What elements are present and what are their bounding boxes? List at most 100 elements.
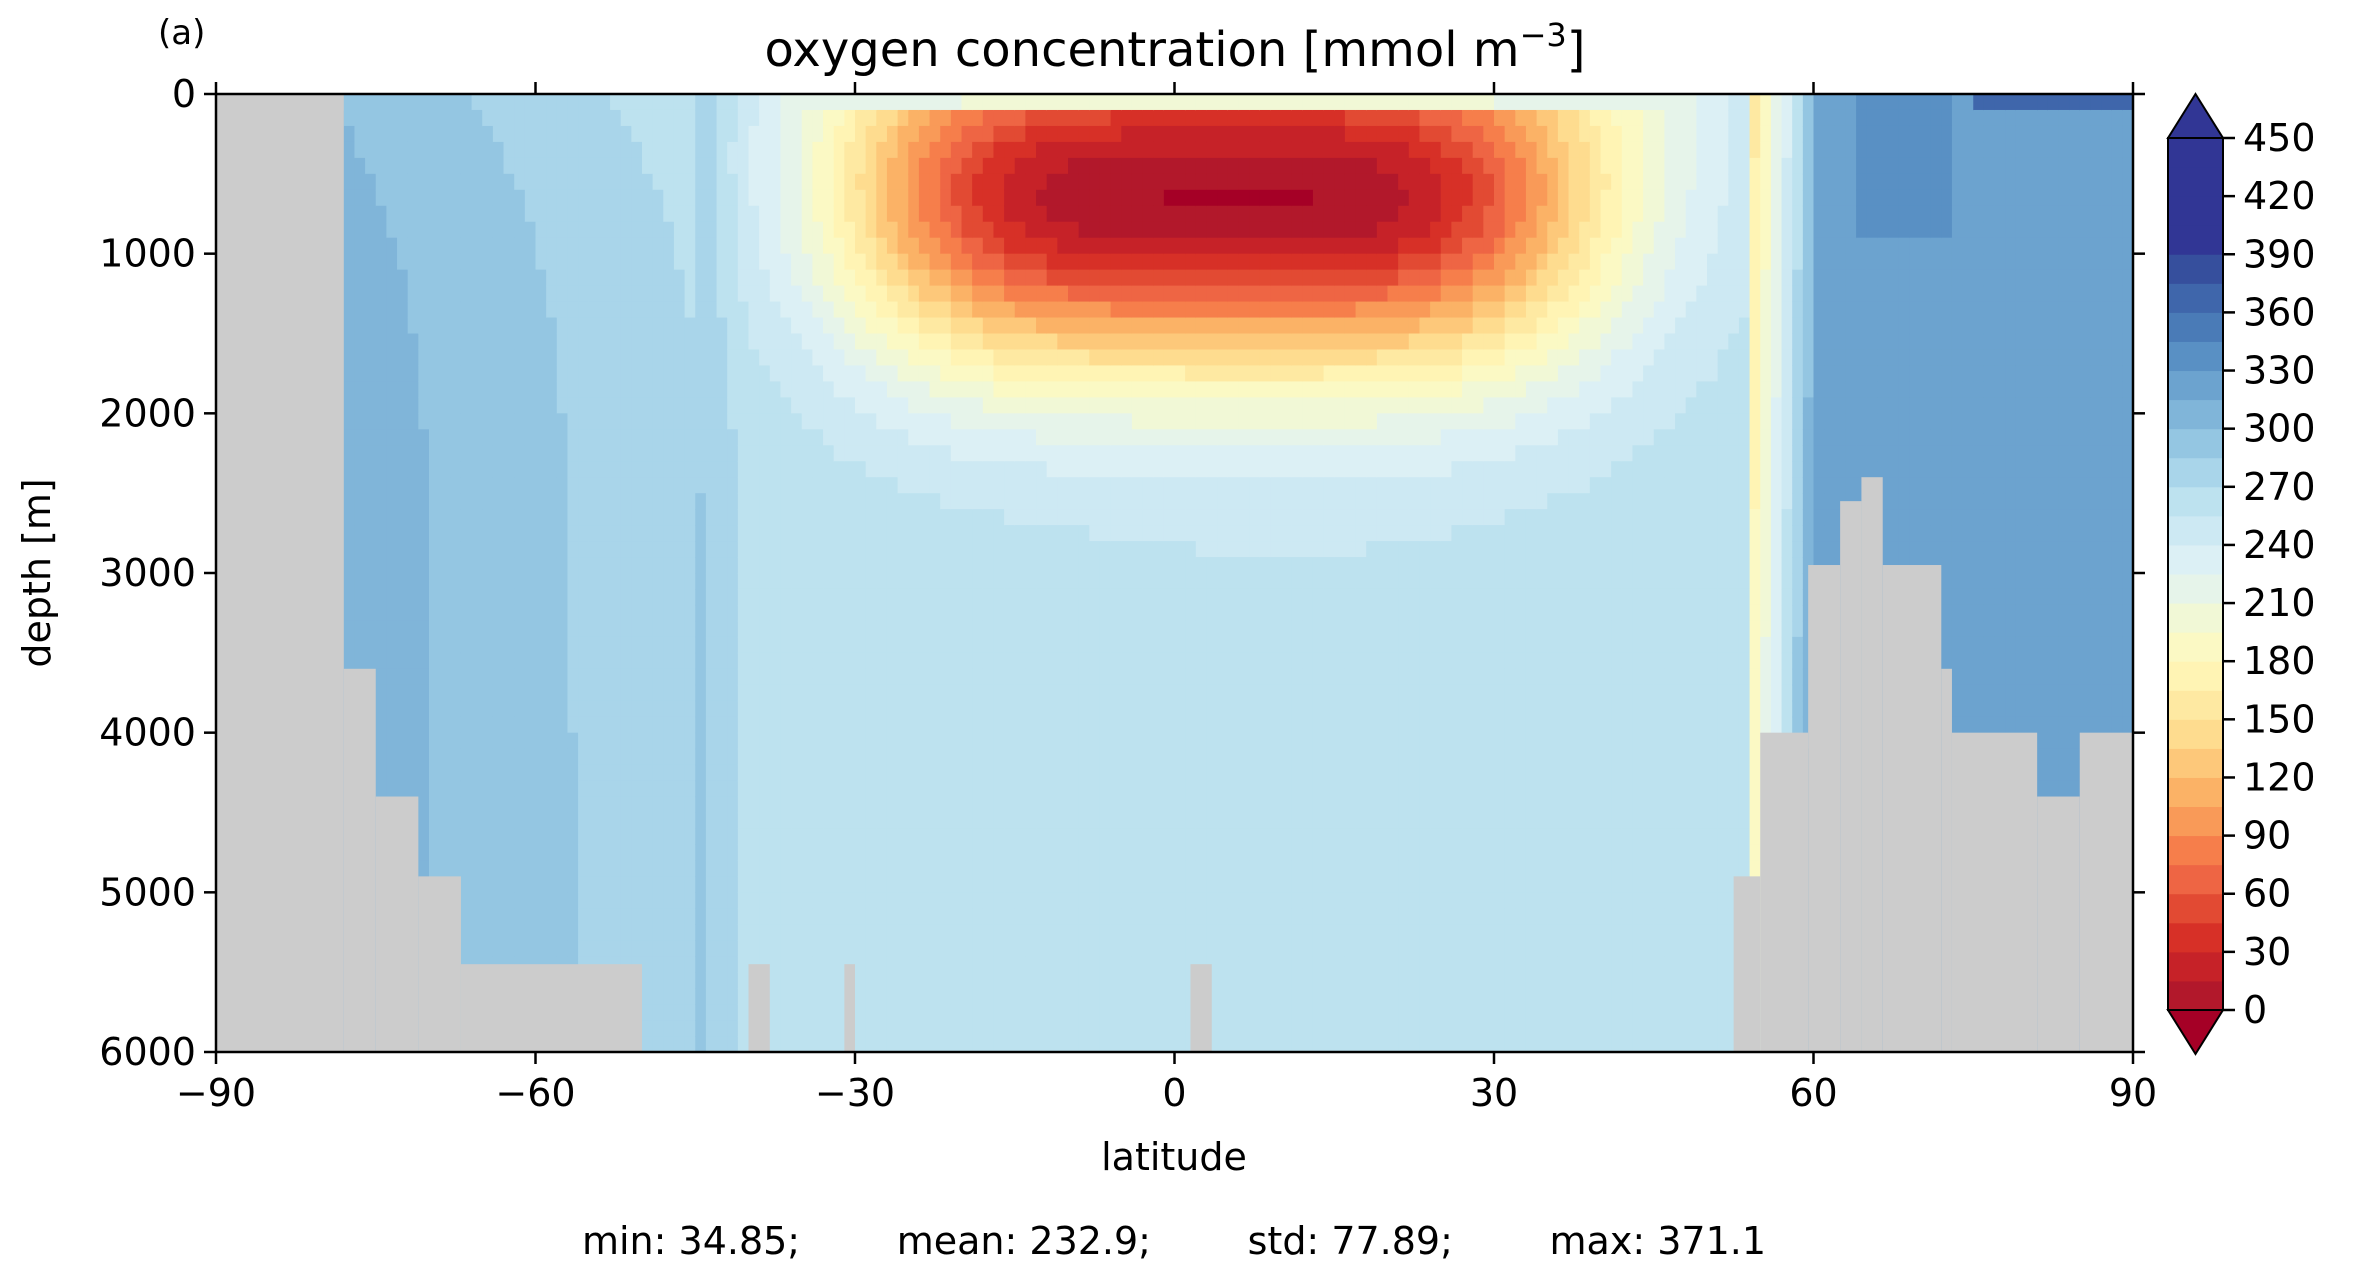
field-cell (1046, 924, 1058, 941)
field-cell (1004, 157, 1016, 175)
field-cell (972, 509, 984, 526)
field-cell (354, 445, 366, 462)
field-cell (695, 525, 707, 542)
field-cell (716, 940, 728, 957)
field-cell (375, 333, 387, 351)
field-cell (908, 493, 920, 510)
field-cell (1036, 620, 1048, 638)
field-cell (886, 349, 899, 367)
field-cell (993, 493, 1005, 510)
field-cell (865, 221, 877, 239)
field-cell (876, 381, 888, 398)
field-cell (865, 557, 877, 574)
field-cell (1004, 301, 1016, 319)
field-cell (823, 445, 835, 462)
field-cell (429, 317, 441, 335)
field-cell (514, 125, 526, 143)
field-cell (386, 525, 398, 542)
field-cell (833, 700, 845, 718)
field-cell (652, 940, 664, 957)
field-cell (876, 397, 888, 414)
field-cell (759, 908, 771, 925)
field-cell (599, 732, 611, 750)
field-cell (695, 956, 707, 973)
field-cell (844, 557, 856, 574)
field-cell (524, 620, 537, 638)
field-cell (578, 716, 590, 734)
field-cell (397, 125, 409, 143)
field-cell (1036, 652, 1048, 670)
field-cell (886, 748, 899, 766)
field-cell (578, 397, 590, 414)
field-cell (429, 445, 441, 462)
field-cell (716, 141, 728, 159)
field-cell (1068, 620, 1080, 638)
field-cell (897, 636, 909, 654)
field-cell (1004, 860, 1016, 877)
field-cell (769, 780, 782, 798)
field-cell (876, 924, 888, 941)
field-cell (578, 684, 590, 702)
field-cell (705, 700, 718, 718)
field-cell (642, 604, 654, 622)
field-cell (961, 509, 973, 526)
field-cell (716, 557, 728, 574)
field-cell (1025, 365, 1037, 382)
field-cell (673, 333, 686, 351)
field-cell (844, 509, 856, 526)
field-cell (727, 461, 739, 478)
field-cell (588, 557, 600, 574)
field-cell (1068, 972, 1080, 989)
field-cell (354, 397, 366, 414)
field-cell (695, 876, 707, 893)
field-cell (769, 461, 782, 478)
field-cell (492, 860, 505, 877)
field-cell (705, 908, 718, 925)
field-cell (823, 173, 835, 191)
field-cell (982, 588, 995, 606)
field-cell (663, 365, 675, 382)
field-cell (929, 157, 941, 175)
field-cell (780, 780, 792, 798)
field-cell (610, 764, 622, 782)
field-cell (578, 493, 590, 510)
field-cell (727, 684, 739, 702)
field-cell (439, 381, 451, 398)
field-cell (769, 1020, 782, 1037)
field-cell (588, 493, 600, 510)
field-cell (737, 221, 750, 239)
field-cell (950, 125, 963, 143)
field-cell (503, 525, 515, 542)
field-cell (727, 732, 739, 750)
field-cell (1057, 620, 1069, 638)
field-cell (1078, 620, 1090, 638)
field-cell (791, 157, 803, 175)
field-cell (610, 285, 622, 303)
field-cell (886, 604, 899, 622)
field-cell (673, 780, 686, 798)
field-cell (1057, 924, 1069, 941)
field-cell (567, 604, 579, 622)
field-cell (695, 301, 707, 319)
field-cell (631, 876, 643, 893)
field-cell (1004, 525, 1016, 542)
field-cell (588, 780, 600, 798)
field-cell (503, 588, 515, 606)
field-cell (716, 956, 728, 973)
field-cell (386, 652, 398, 670)
field-cell (961, 557, 973, 574)
field-cell (673, 972, 686, 989)
field-cell (801, 285, 813, 303)
field-cell (397, 221, 409, 239)
field-cell (759, 301, 771, 319)
field-cell (610, 397, 622, 414)
field-cell (524, 317, 537, 335)
field-cell (780, 173, 792, 191)
field-cell (663, 173, 675, 191)
field-cell (705, 509, 718, 526)
field-cell (429, 812, 441, 830)
field-cell (705, 876, 718, 893)
field-cell (1078, 796, 1090, 814)
field-cell (940, 269, 952, 287)
field-cell (492, 109, 505, 127)
